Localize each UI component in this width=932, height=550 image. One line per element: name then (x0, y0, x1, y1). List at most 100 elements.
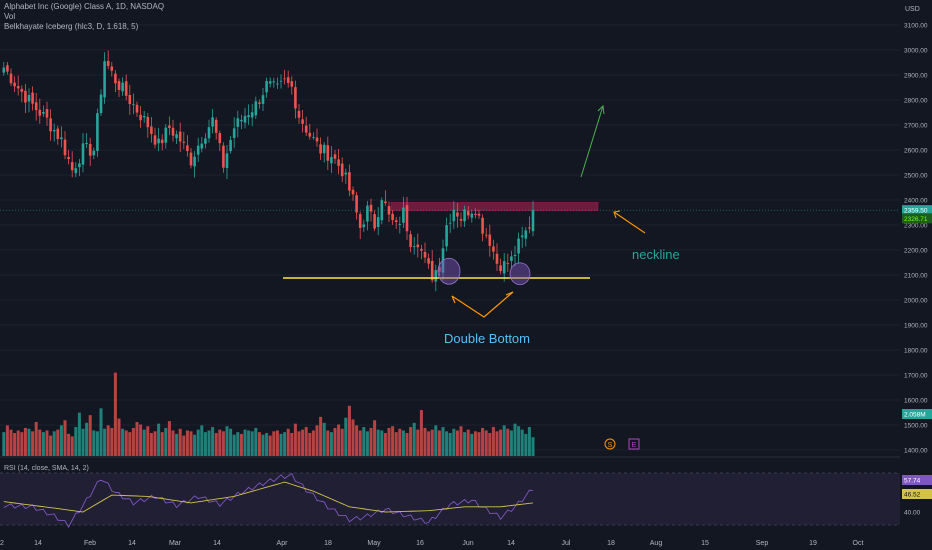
candle-body (186, 145, 189, 152)
candle-body (276, 83, 279, 85)
volume-bar (99, 408, 103, 456)
volume-bar (455, 430, 459, 456)
candle-body (160, 139, 164, 144)
price-axis[interactable]: USD 3100.00 3000.00 2900.00 2800.00 2700.00 26… (902, 6, 932, 517)
volume-bar (268, 435, 272, 456)
volume-bar (31, 431, 35, 456)
rsi-tick-label: 40.00 (904, 510, 921, 517)
candle-body (250, 112, 254, 118)
volume-bar (106, 425, 110, 456)
x-tick-label: 22 (0, 540, 4, 547)
volume-bar (146, 426, 150, 456)
candle-body (528, 227, 531, 229)
rsi-sma-line (3, 481, 534, 513)
candle-body (34, 102, 38, 111)
candle-body (218, 133, 222, 144)
indicator-legend[interactable]: Belkhayate Iceberg (hlc3, D, 1.618, 5) (4, 22, 139, 31)
y-tick-label: 1700.00 (904, 373, 928, 380)
grid (0, 24, 900, 451)
candle-body (74, 168, 78, 174)
candle-body (344, 172, 348, 175)
volume-bar (182, 435, 186, 456)
volume-bar (232, 434, 236, 456)
volume-bar (311, 430, 315, 456)
candle-body (319, 144, 322, 154)
volume-tag: 2.058M (904, 412, 926, 419)
candle-body (524, 230, 528, 239)
volume-bar (34, 421, 38, 456)
y-tick-label: 3100.00 (904, 23, 928, 30)
volume-bar (405, 433, 409, 456)
volume-bar (63, 420, 67, 456)
volume-bar (495, 431, 499, 456)
candle-body (348, 172, 351, 191)
candle-body (24, 90, 27, 103)
volume-bar (398, 428, 402, 456)
candle-body (135, 104, 139, 113)
candle-body (45, 109, 49, 118)
volume-bar (506, 428, 510, 456)
candle-body (517, 238, 520, 254)
volume-bar (275, 430, 279, 456)
volume-legend[interactable]: Vol (4, 12, 16, 21)
volume-bar (441, 427, 445, 456)
resistance-box (390, 202, 599, 211)
volume-bar (513, 423, 517, 456)
candle-body (99, 94, 103, 114)
volume-bar (16, 430, 20, 456)
x-tick-label: Feb (84, 540, 96, 547)
earnings-event-icon (628, 438, 640, 450)
volume-bar (23, 427, 27, 456)
candle-body (394, 220, 398, 222)
candle-body (488, 234, 492, 246)
rsi-pane: RSI (14, close, SMA, 14, 2) (0, 456, 900, 529)
y-tick-label: 3000.00 (904, 48, 928, 55)
candle-body (20, 88, 24, 92)
symbol-title[interactable]: Alphabet Inc (Google) Class A, 1D, NASDA… (4, 2, 165, 11)
volume-bar (74, 427, 78, 456)
volume-bar (419, 410, 423, 456)
volume-bar (448, 433, 452, 456)
candle-body (142, 115, 146, 118)
volume-bar (124, 430, 128, 456)
neckline-arrow (613, 211, 646, 234)
x-tick-label: Sep (756, 540, 769, 547)
volume-bar (308, 433, 312, 456)
y-tick-label: 2900.00 (904, 73, 928, 80)
volume-bar (297, 431, 301, 456)
candle-body (430, 260, 434, 281)
candle-body (398, 224, 402, 225)
double-bottom-label: Double Bottom (444, 331, 530, 346)
candle-body (312, 137, 315, 139)
y-tick-label: 1800.00 (904, 348, 928, 355)
candle-body (391, 213, 394, 221)
volume-bar (484, 430, 488, 456)
candle-body (315, 137, 319, 142)
candle-body (355, 195, 358, 213)
candle-body (279, 80, 283, 82)
x-tick-label: 18 (324, 540, 332, 547)
arrow-head-left (451, 295, 456, 304)
candle-body (423, 251, 427, 258)
candle-body (337, 159, 340, 166)
time-axis[interactable]: 22 14 Feb 14 Mar 14 Apr 18 May 16 Jun 14 Jul 18 Aug 15 S… (0, 540, 863, 547)
volume-bar (52, 431, 56, 456)
currency-label: USD (905, 6, 920, 13)
volume-bar (41, 432, 45, 456)
volume-bar (347, 405, 351, 456)
candle-body (222, 145, 225, 168)
arrow-head-right (505, 291, 514, 296)
candle-body (189, 152, 193, 166)
volume-bar (160, 432, 164, 456)
candle-body (225, 153, 229, 169)
volume-bar (261, 434, 265, 456)
earnings-event-label: E (632, 442, 637, 449)
volume-bar (5, 425, 9, 456)
volume-bar (387, 427, 391, 456)
volume-bar (88, 415, 92, 456)
rsi-band (0, 473, 900, 525)
candle-body (326, 145, 330, 161)
volume-bar (527, 427, 531, 456)
